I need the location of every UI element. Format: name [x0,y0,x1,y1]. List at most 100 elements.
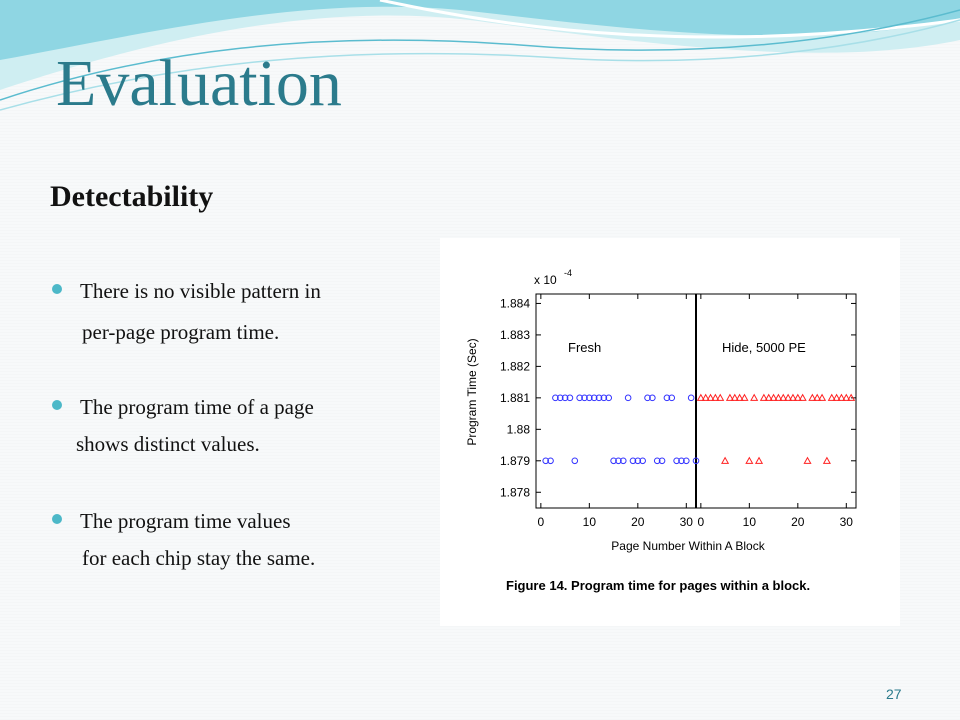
data-point-fresh [566,394,574,402]
data-point-hide [847,393,856,401]
data-point-fresh [658,457,666,465]
data-point-fresh [692,457,700,465]
data-point-hide [837,393,846,401]
data-point-fresh [561,394,569,402]
chart-layer: 1.884 1.883 1.882 1.881 1.88 1.879 1.878 0 10 20 3… [500,293,857,529]
bullet-dot-icon [52,400,62,410]
figure-panel: 1.884 1.883 1.882 1.881 1.88 1.879 1.878 0 10 20 3… [440,238,900,626]
data-point-fresh [629,457,637,465]
data-point-fresh [634,457,642,465]
data-point-hide [750,393,759,401]
y-axis-label: Program Time (Sec) [465,338,479,445]
data-point-hide [730,393,739,401]
data-point-fresh [610,457,617,465]
data-point-hide [779,393,788,401]
x-tick-label: 0 [538,515,545,529]
data-point-hide [740,393,749,401]
bullet-line-2: per-page program time. [82,320,280,344]
data-point-hide [842,393,851,401]
data-point-hide [754,456,764,464]
data-point-hide [803,456,812,464]
data-point-fresh [576,394,583,402]
data-point-hide [774,393,783,401]
data-point-hide [769,393,778,401]
x-tick-label: 0 [698,515,705,529]
data-point-fresh [590,394,598,402]
data-point-fresh [644,394,651,402]
data-point-hide [822,456,831,464]
program-time-chart: 1.884 1.883 1.882 1.881 1.88 1.879 1.878 0 10 20 3… [465,268,857,593]
y-tick-label: 1.883 [500,328,530,342]
data-point-fresh [615,457,622,465]
x-tick-label: 10 [583,515,597,529]
data-point-fresh [668,394,676,402]
slide-title: Evaluation [56,47,342,120]
data-point-fresh [556,394,564,402]
data-point-fresh [678,457,685,465]
data-point-fresh [663,394,671,402]
data-point-hide [832,393,841,401]
data-point-fresh [653,457,661,465]
page-number: 27 [886,686,902,702]
bullet-dot-icon [52,284,62,294]
x-tick-label: 30 [840,515,854,529]
data-point-fresh [639,457,646,465]
data-point-fresh [673,457,680,465]
y-tick-label: 1.878 [500,485,530,499]
data-point-hide [721,456,730,464]
data-point-hide [788,393,798,401]
bullet-line-2: shows distinct values. [76,432,260,456]
data-point-fresh [595,394,603,402]
y-exponent-label: x 10 [534,273,557,287]
data-point-hide [759,393,768,401]
x-tick-label: 20 [791,515,805,529]
data-point-hide [798,393,807,401]
data-point-fresh [571,457,579,465]
data-point-hide [827,393,836,401]
data-point-fresh [605,394,613,402]
data-point-hide [818,393,827,401]
data-point-hide [696,393,705,401]
panel-label-hide: Hide, 5000 PE [722,340,806,355]
data-point-fresh [547,457,554,465]
data-point-fresh [586,394,593,402]
bullet-line-1: There is no visible pattern in [80,279,321,303]
data-point-fresh [619,457,627,465]
data-point-hide [784,393,793,401]
bullet-line-1: The program time of a page [80,395,314,419]
data-point-fresh [581,394,588,402]
bullet-line-2: for each chip stay the same. [82,546,316,570]
data-point-fresh [687,394,695,402]
bullet-line-1: The program time values [80,509,291,533]
data-point-hide [764,393,773,401]
figure-caption: Figure 14. Program time for pages within… [506,578,810,593]
y-tick-label: 1.884 [500,296,530,310]
y-exponent-power: -4 [564,268,572,278]
panel-label-fresh: Fresh [568,340,601,355]
data-point-fresh [600,394,608,402]
data-point-hide [706,393,715,401]
data-point-fresh [542,457,549,465]
data-point-hide [701,393,710,401]
data-point-hide [725,393,734,401]
x-tick-label: 10 [743,515,757,529]
x-tick-label: 30 [680,515,694,529]
data-point-fresh [649,394,656,402]
data-point-hide [813,393,822,401]
y-tick-label: 1.882 [500,359,530,373]
data-point-fresh [624,394,632,402]
bullet-dot-icon [52,514,62,524]
slide-subtitle: Detectability [50,180,214,213]
data-point-hide [716,393,725,401]
header-wave-decoration [0,0,960,111]
y-tick-label: 1.88 [507,422,531,436]
data-point-hide [711,393,720,401]
x-tick-label: 20 [631,515,645,529]
data-point-fresh [552,394,559,402]
data-point-hide [808,393,817,401]
y-tick-label: 1.879 [500,454,530,468]
x-axis-label: Page Number Within A Block [611,539,765,553]
data-point-hide [745,456,754,464]
data-point-hide [735,393,744,401]
y-tick-label: 1.881 [500,391,530,405]
